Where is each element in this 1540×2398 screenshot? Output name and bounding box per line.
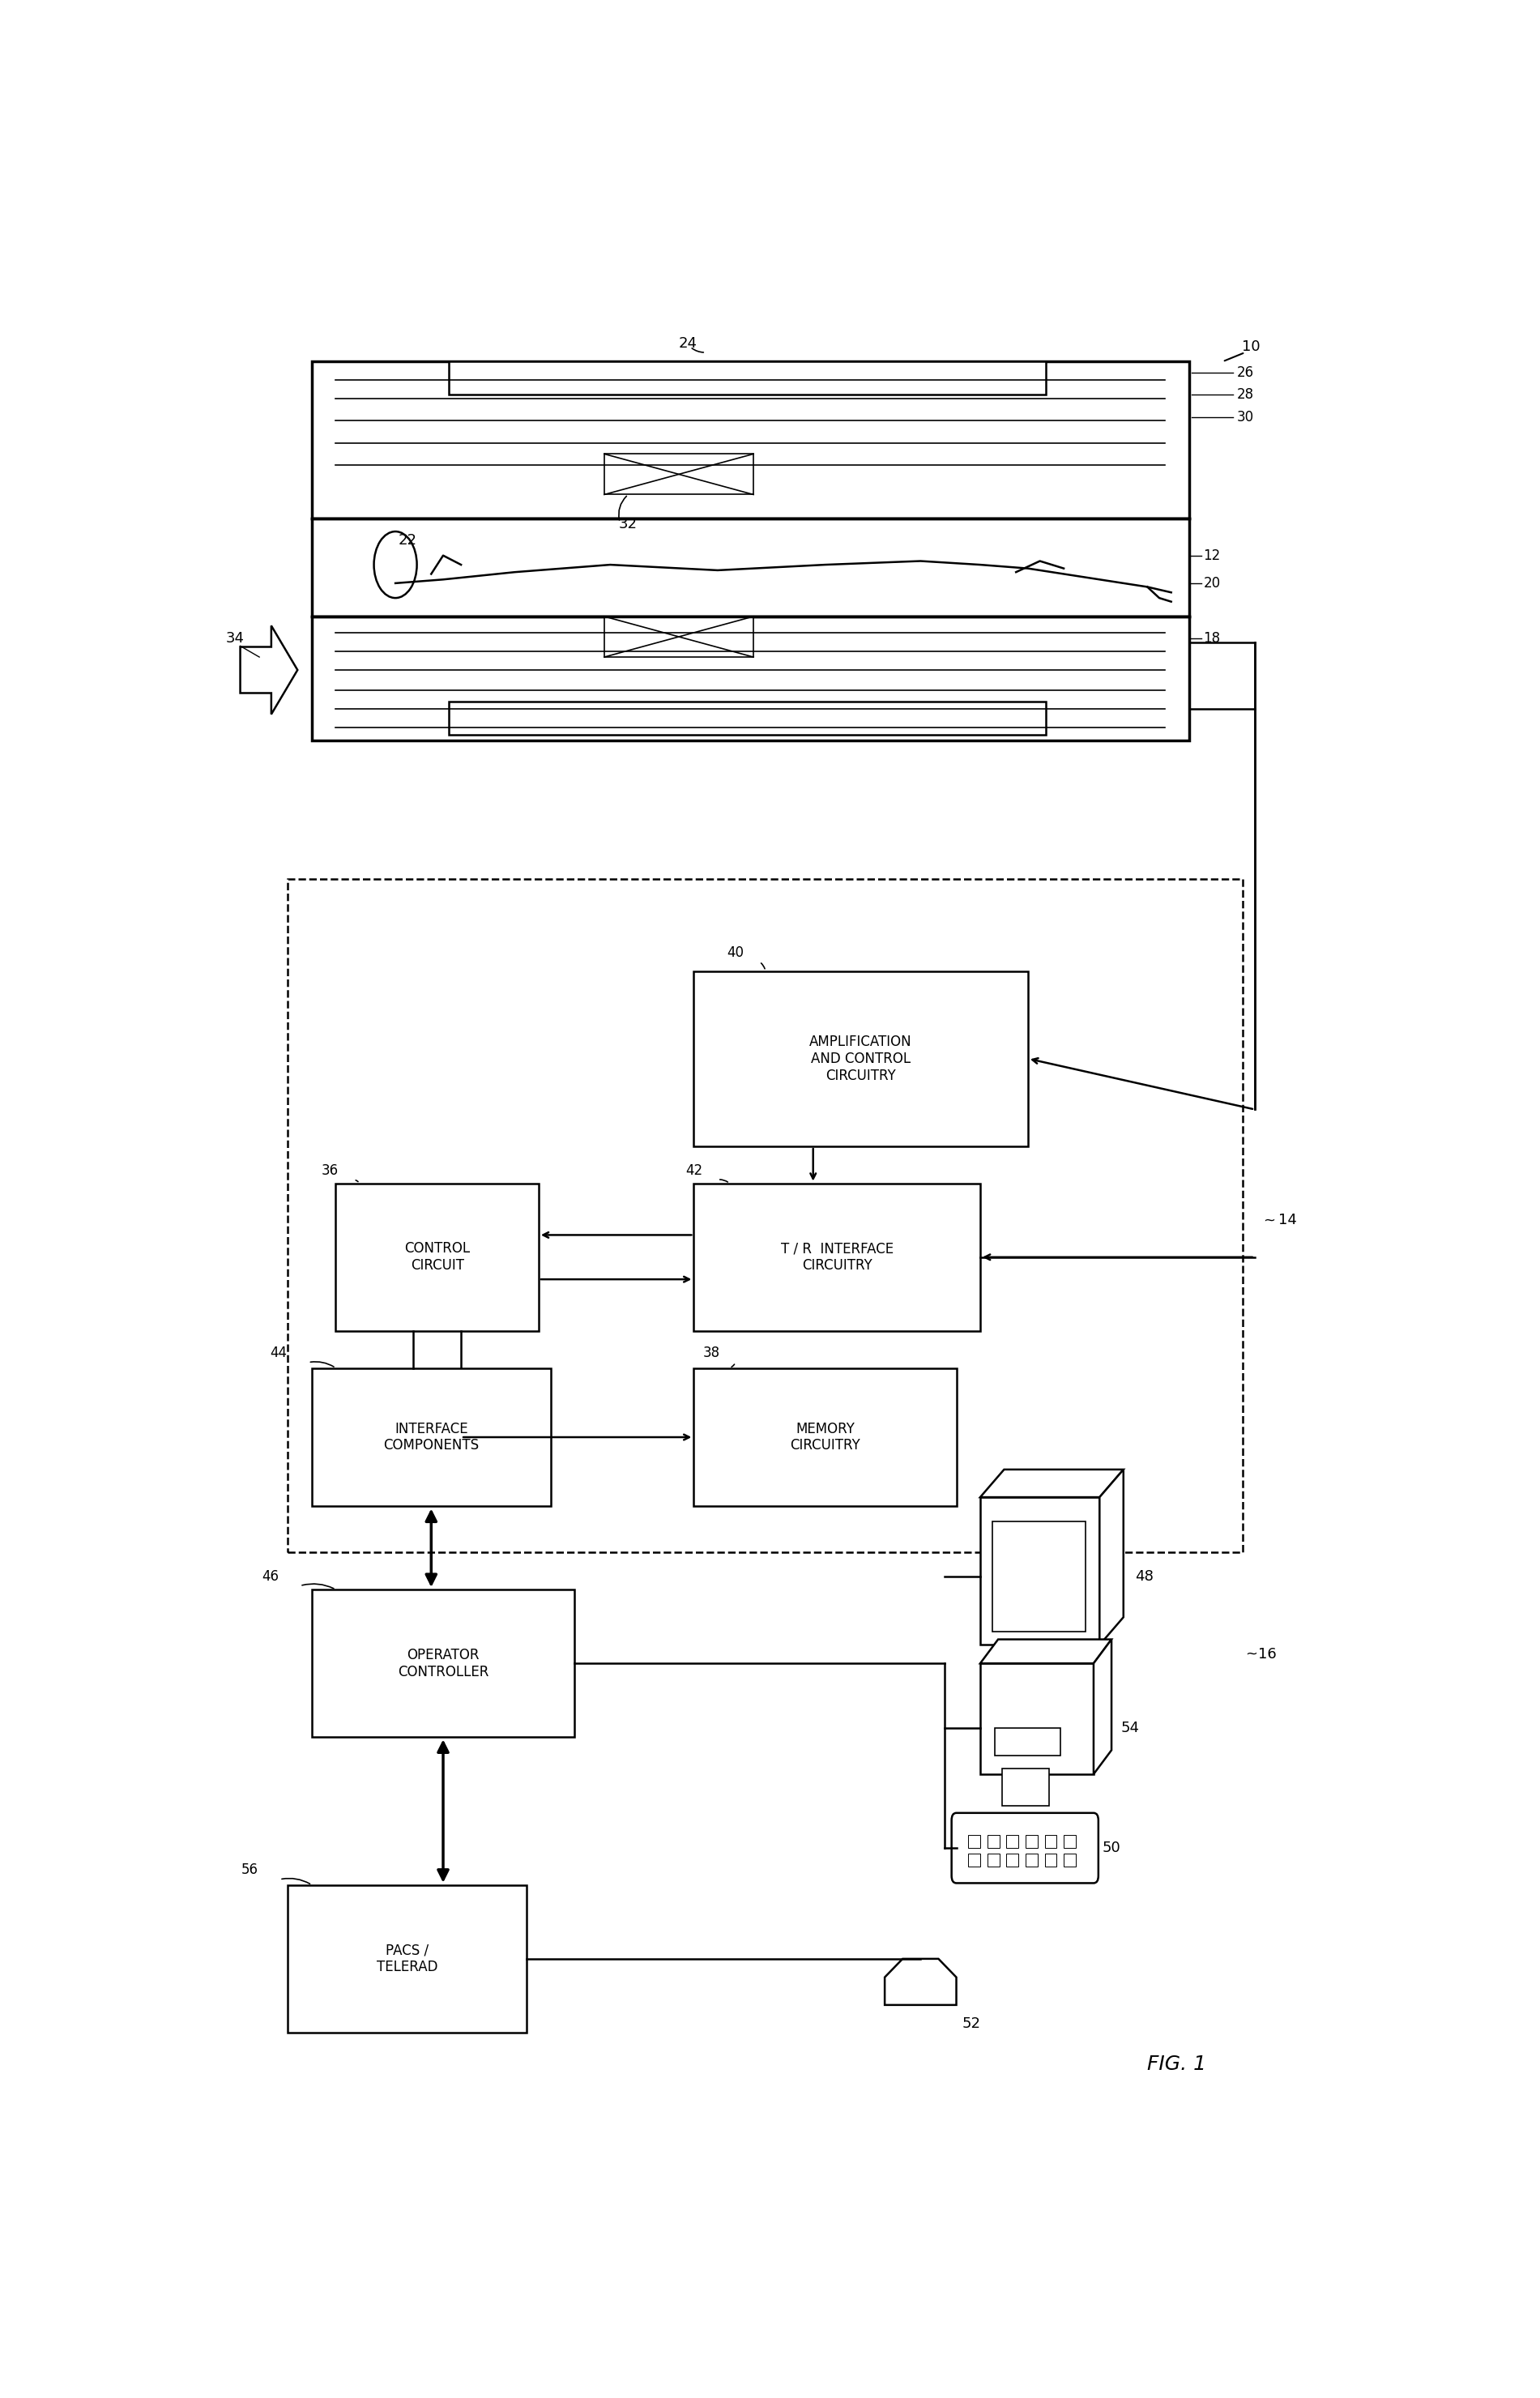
Bar [992,1520,1086,1633]
Text: 46: 46 [262,1568,279,1585]
Bar [969,1854,981,1866]
Bar [313,518,1189,616]
Text: 50: 50 [1103,1842,1121,1856]
Bar [288,1885,527,2034]
Text: 36: 36 [322,1163,339,1177]
Text: ~: ~ [1263,1213,1275,1228]
Polygon shape [981,1640,1112,1664]
Bar [1044,1854,1056,1866]
Text: 48: 48 [1135,1568,1153,1585]
Bar [1064,1834,1076,1849]
Polygon shape [1100,1470,1124,1645]
Bar [604,616,753,657]
Text: INTERFACE
COMPONENTS: INTERFACE COMPONENTS [383,1422,479,1453]
Text: 32: 32 [619,518,638,532]
Text: 44: 44 [270,1345,286,1360]
Text: 10: 10 [1241,341,1260,355]
FancyBboxPatch shape [952,1813,1098,1882]
Text: 40: 40 [727,945,744,959]
Polygon shape [981,1470,1124,1496]
Text: 54: 54 [1121,1722,1140,1736]
Text: 20: 20 [1203,576,1221,590]
Bar [693,1182,979,1331]
Polygon shape [1093,1640,1112,1775]
Bar [1044,1834,1056,1849]
Bar [1026,1834,1038,1849]
Text: CONTROL
CIRCUIT: CONTROL CIRCUIT [405,1242,470,1273]
Bar [336,1182,539,1331]
Bar [313,362,1189,518]
Bar [1001,1770,1049,1806]
Text: MEMORY
CIRCUITRY: MEMORY CIRCUITRY [790,1422,861,1453]
Text: 56: 56 [242,1863,259,1878]
Bar [604,453,753,494]
FancyArrow shape [240,626,297,715]
Text: 24: 24 [679,336,698,350]
Text: OPERATOR
CONTROLLER: OPERATOR CONTROLLER [397,1647,488,1679]
Text: 34: 34 [226,631,245,645]
Bar [987,1854,999,1866]
Bar [288,878,1243,1552]
Text: 14: 14 [1278,1213,1297,1228]
Text: 28: 28 [1237,388,1254,403]
Bar [313,616,1189,741]
Text: ~: ~ [1246,1647,1257,1662]
Bar [450,700,1046,734]
Bar [313,1590,574,1736]
Text: 18: 18 [1203,631,1221,645]
Bar [313,1367,551,1506]
Bar [981,1664,1093,1775]
Text: PACS /
TELERAD: PACS / TELERAD [377,1942,437,1974]
Text: 42: 42 [685,1163,702,1177]
Bar [995,1729,1060,1755]
Bar [1026,1854,1038,1866]
Bar [1007,1854,1018,1866]
Bar [693,1367,956,1506]
Text: 12: 12 [1203,549,1221,564]
Bar [987,1834,999,1849]
Bar [1064,1854,1076,1866]
Bar [450,362,1046,396]
Text: 38: 38 [704,1345,721,1360]
Text: AMPLIFICATION
AND CONTROL
CIRCUITRY: AMPLIFICATION AND CONTROL CIRCUITRY [810,1034,912,1084]
Text: T / R  INTERFACE
CIRCUITRY: T / R INTERFACE CIRCUITRY [781,1242,893,1273]
Text: 26: 26 [1237,364,1254,379]
Text: 52: 52 [962,2017,981,2031]
Bar [969,1834,981,1849]
Text: 30: 30 [1237,410,1254,424]
Text: 16: 16 [1258,1647,1277,1662]
Text: FIG. 1: FIG. 1 [1147,2055,1206,2074]
Bar [1007,1834,1018,1849]
Bar [981,1496,1100,1645]
Polygon shape [884,1959,956,2005]
Bar [693,971,1029,1146]
Text: 22: 22 [397,532,417,549]
